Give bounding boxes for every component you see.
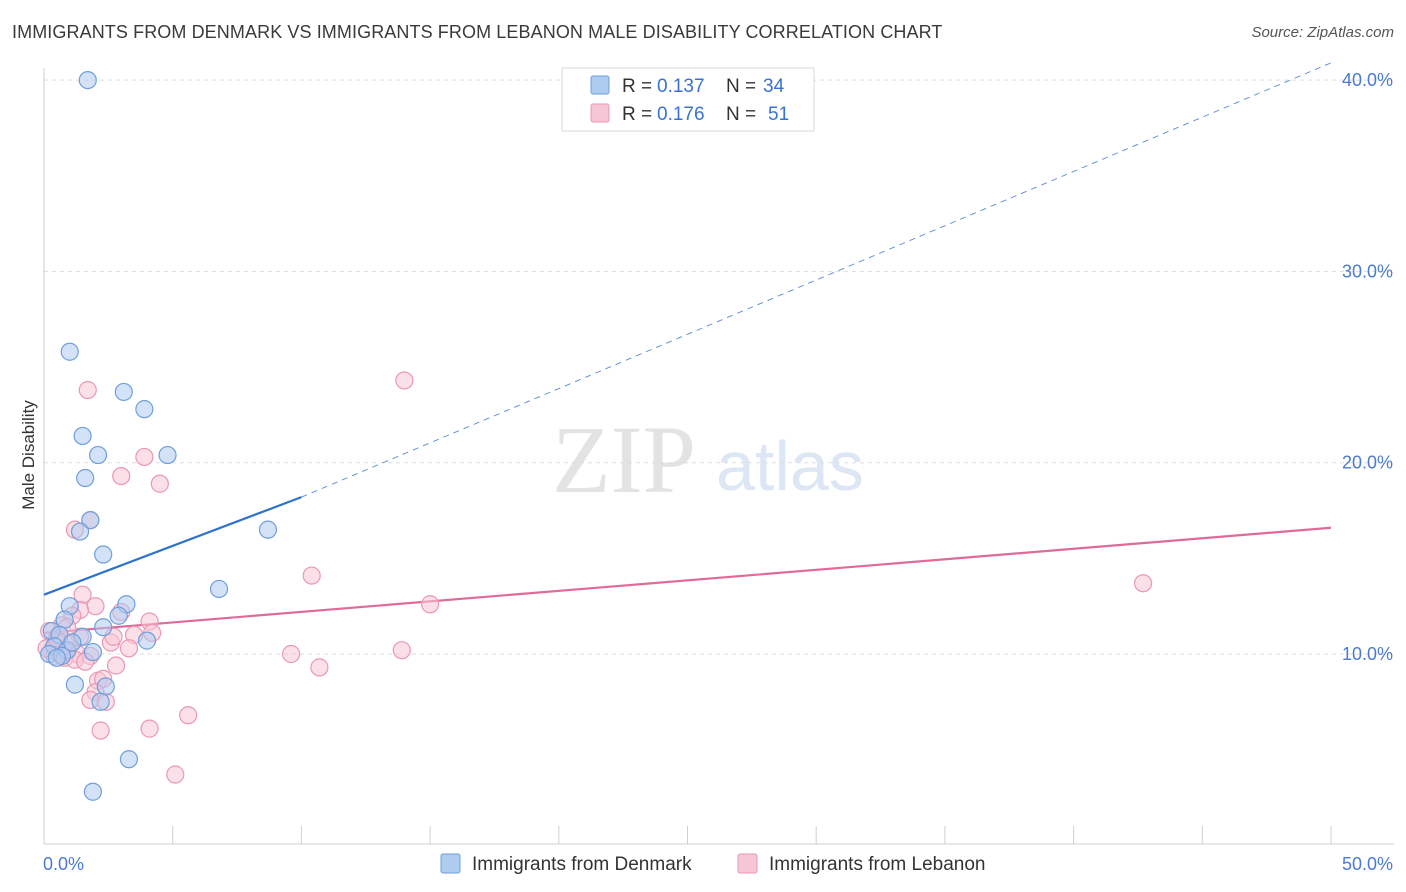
point-lebanon (1133, 574, 1153, 593)
point-denmark (114, 382, 133, 402)
legend-r-value-lebanon: 0.176 (657, 104, 705, 125)
point-lebanon (421, 595, 440, 614)
axis-layer: 10.0% 20.0% 30.0% 40.0% 0.0% 50.0% (43, 68, 1394, 874)
bottom-legend-swatch-denmark (440, 853, 461, 874)
point-denmark (88, 445, 108, 465)
x-tick-label-end: 50.0% (1342, 854, 1393, 874)
chart-title: IMMIGRANTS FROM DENMARK VS IMMIGRANTS FR… (12, 22, 943, 42)
y-tick-label: 10.0% (1342, 644, 1393, 664)
point-lebanon (310, 658, 329, 677)
point-lebanon (302, 566, 321, 585)
point-lebanon (119, 639, 139, 658)
point-denmark (73, 426, 92, 446)
trend-layer (43, 62, 1332, 635)
point-lebanon (150, 474, 169, 493)
grid-layer (44, 79, 1394, 655)
point-denmark (96, 677, 115, 696)
point-denmark (76, 468, 95, 488)
legend-n-value-lebanon: 51 (768, 104, 789, 125)
point-lebanon (392, 641, 411, 660)
y-tick-label: 20.0% (1342, 453, 1393, 473)
point-denmark (94, 618, 113, 637)
y-tick-label: 30.0% (1342, 261, 1393, 281)
top-legend: R = 0.137 N = 34 R = 0.176 N = 51 (561, 67, 815, 132)
trend-line-denmark (43, 496, 302, 596)
point-lebanon (140, 719, 159, 738)
point-lebanon (78, 380, 97, 400)
legend-swatch-lebanon (590, 103, 610, 123)
bottom-legend: Immigrants from Denmark Immigrants from … (440, 853, 986, 875)
point-denmark (209, 579, 229, 599)
point-lebanon (282, 644, 301, 664)
point-denmark (109, 606, 128, 625)
legend-n-value-denmark: 34 (763, 76, 785, 97)
point-lebanon (166, 765, 185, 784)
point-denmark (63, 633, 82, 652)
point-denmark (91, 692, 110, 711)
point-lebanon (106, 656, 126, 675)
point-lebanon (135, 447, 154, 467)
point-denmark (60, 342, 79, 361)
point-denmark (47, 648, 66, 667)
point-denmark (83, 782, 103, 801)
point-denmark (81, 510, 100, 530)
legend-swatch-denmark (590, 75, 610, 95)
trend-line-lebanon (43, 526, 1332, 635)
y-axis-title: Male Disability (19, 400, 38, 510)
legend-n-label-denmark: N = (726, 76, 756, 97)
point-denmark (78, 70, 97, 90)
point-lebanon (86, 597, 105, 616)
point-denmark (83, 642, 103, 662)
bottom-legend-label-lebanon: Immigrants from Lebanon (769, 854, 986, 875)
legend-n-label-lebanon: N = (726, 104, 756, 125)
y-tick-label: 40.0% (1342, 70, 1393, 90)
watermark-atlas: atlas (716, 427, 864, 505)
point-lebanon (395, 371, 414, 390)
x-tick-label-start: 0.0% (43, 854, 84, 874)
point-denmark (119, 750, 139, 769)
legend-r-value-denmark: 0.137 (657, 76, 705, 97)
point-denmark (94, 545, 113, 564)
point-lebanon (112, 466, 131, 486)
point-denmark (70, 522, 90, 541)
source-label: Source: ZipAtlas.com (1251, 24, 1394, 41)
legend-r-label-lebanon: R = (622, 104, 652, 125)
bottom-legend-label-denmark: Immigrants from Denmark (472, 854, 692, 875)
watermark-zip: ZIP (552, 406, 696, 513)
point-lebanon (179, 706, 198, 725)
point-denmark (65, 675, 84, 694)
point-denmark (135, 400, 154, 419)
point-denmark (158, 445, 177, 465)
point-lebanon (91, 721, 110, 740)
legend-r-label-denmark: R = (622, 76, 652, 97)
points-layer (37, 70, 1153, 801)
point-denmark (258, 520, 278, 539)
point-denmark (137, 631, 157, 650)
bottom-legend-swatch-lebanon (737, 853, 758, 874)
